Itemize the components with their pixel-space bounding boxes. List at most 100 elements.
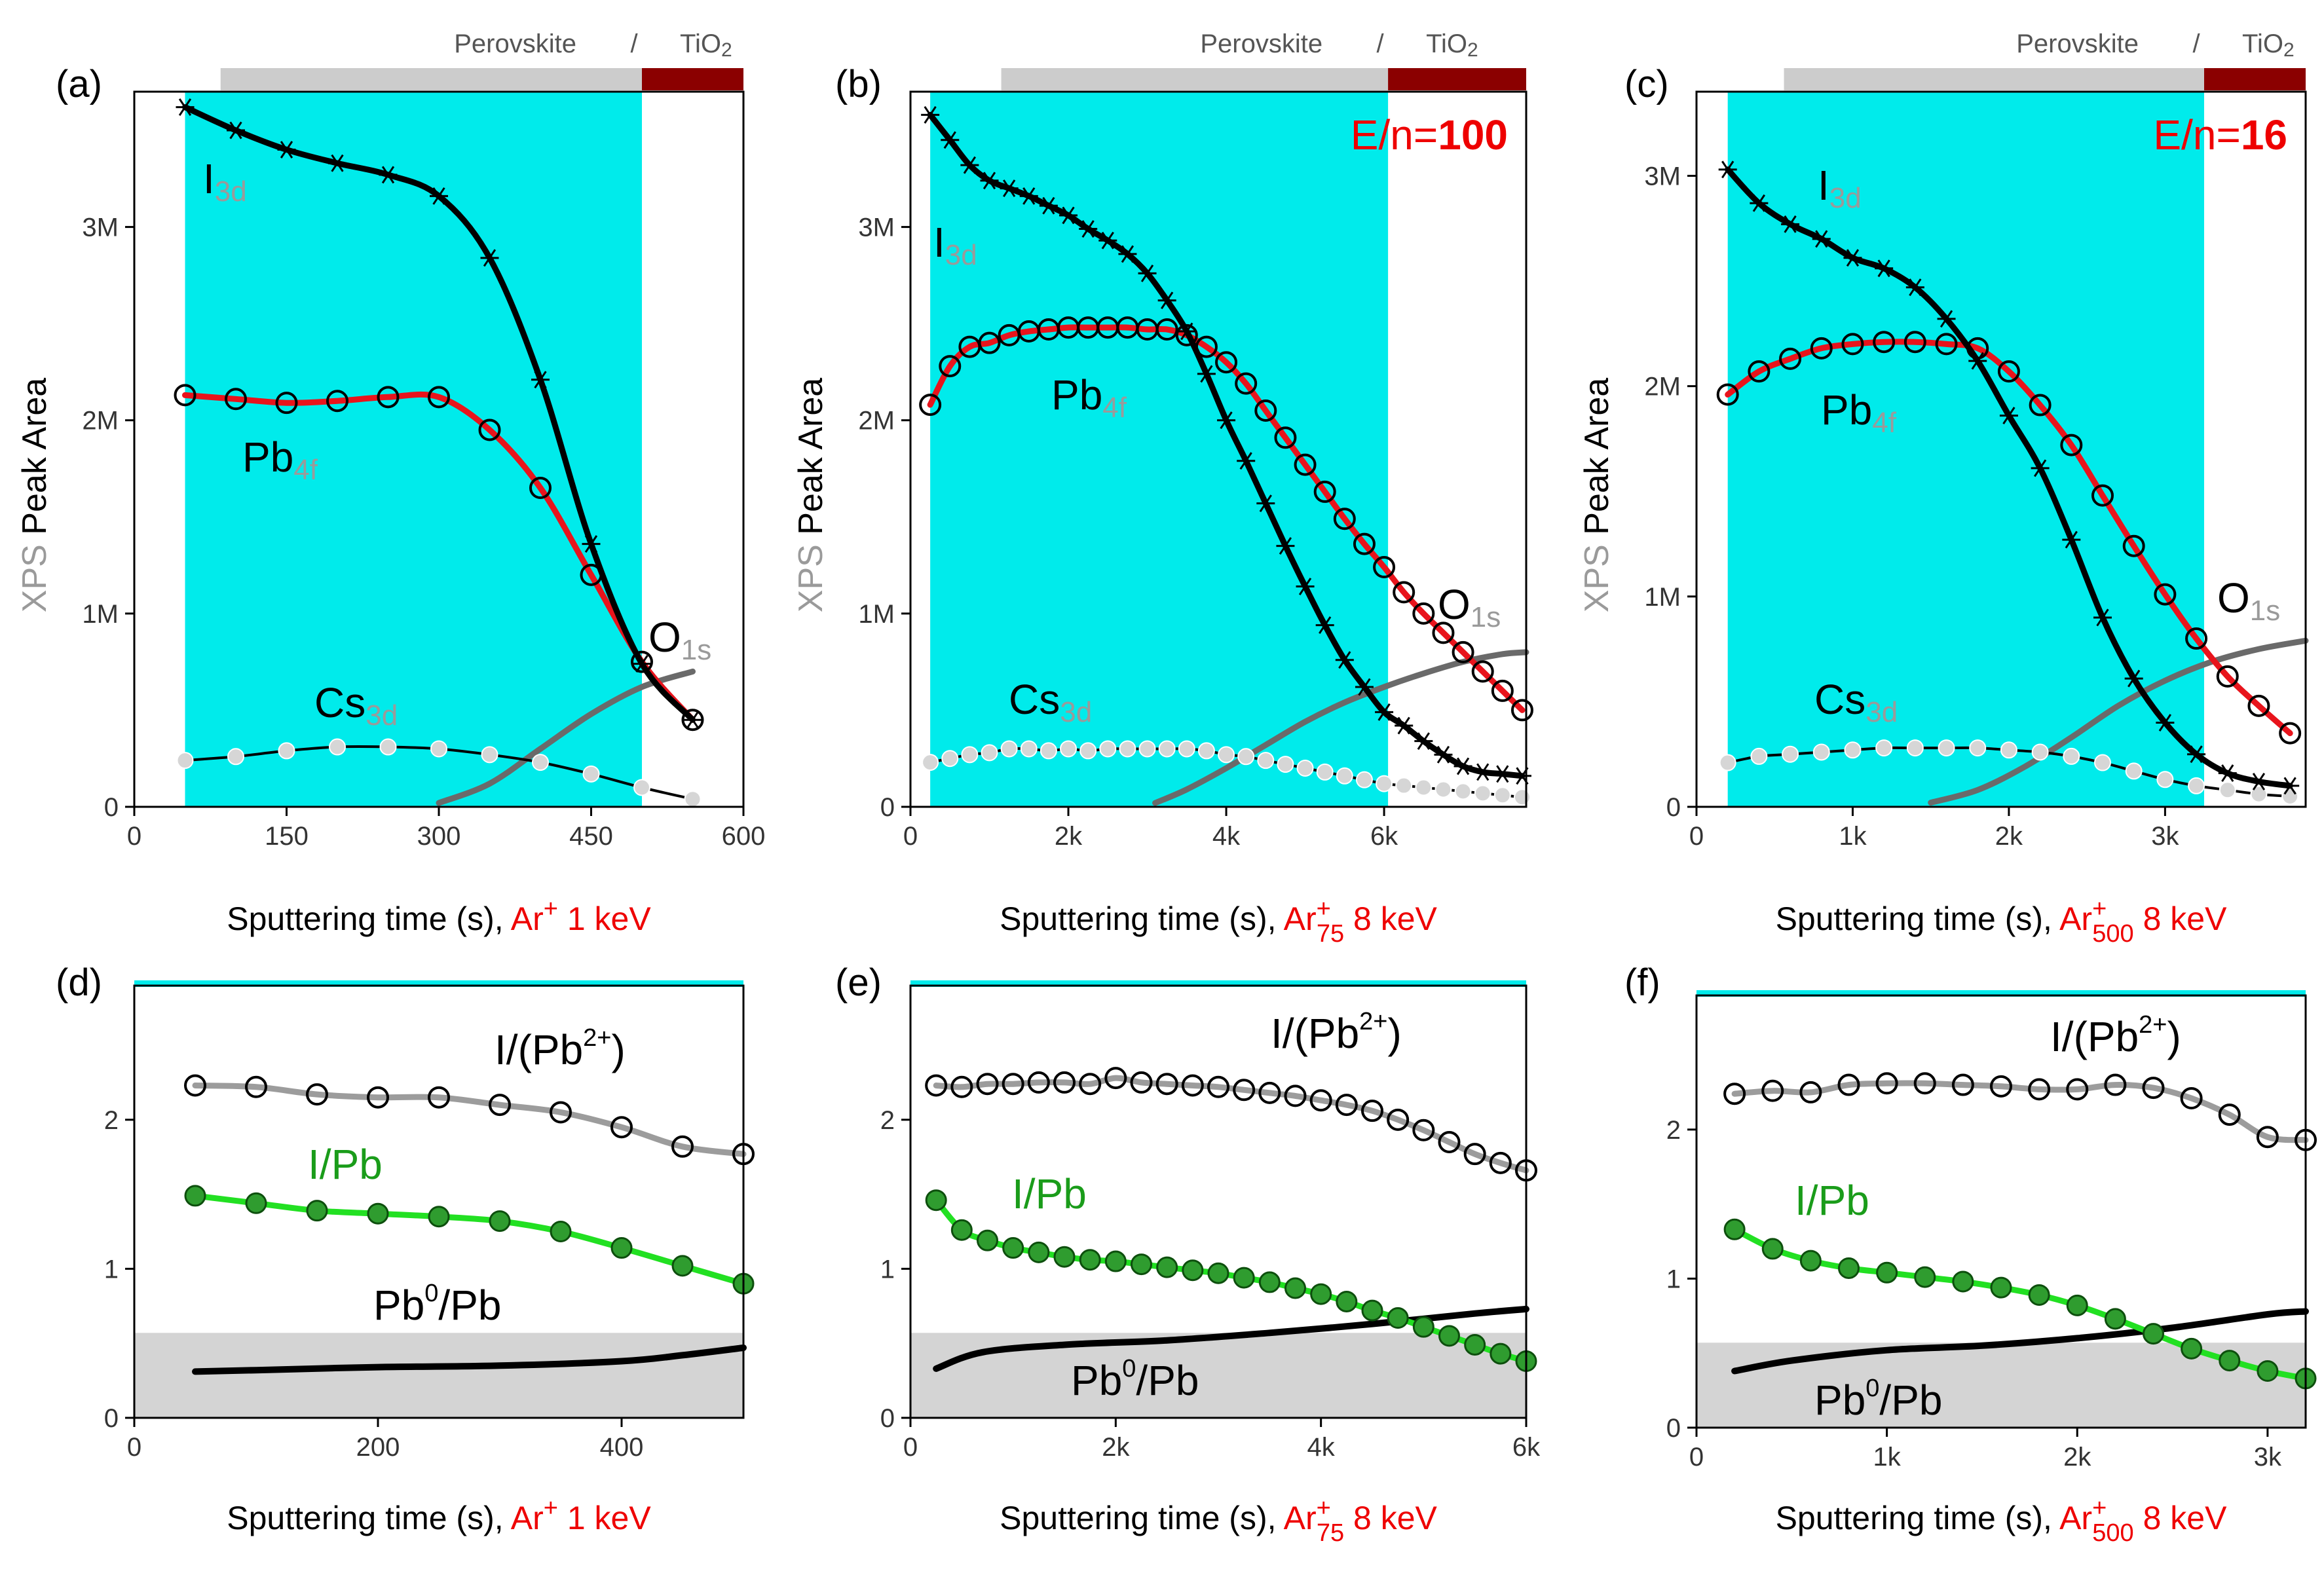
ratio-i-pb2-end: ) [611,1026,625,1073]
panel-label: (e) [835,961,882,1004]
x-tick-text: 450 [569,822,613,851]
data-point-i3d [1718,160,1737,179]
x-tick-text: 0 [127,822,141,851]
y-tick-text: 0 [1666,793,1681,822]
data-point-i-pb2 [1002,1073,1024,1096]
data-point-i-pb2 [1913,1072,1936,1095]
data-point-i-pb [2219,1350,2241,1372]
data-point-i-pb2 [1412,1119,1435,1141]
panel-label-text: (f) [1624,961,1660,1004]
data-point-cs3d [2125,762,2143,780]
data-point-i-pb2 [2256,1126,2279,1149]
data-point-i-pb [1028,1241,1050,1263]
ratio-i-pb2-label: I/(Pb2+) [2050,1011,2181,1060]
perovskite-label-text: Perovskite [454,29,576,58]
y-tick-label: 1M [1644,583,1681,612]
x-tick-label: 1k [1873,1443,1902,1472]
data-point-cs3d [1513,788,1531,806]
series-line-i-pb2 [192,1083,747,1157]
ratio-pb0-main: Pb [1071,1357,1122,1404]
y-tick-label: 3M [1644,162,1681,191]
perovskite-label: Perovskite [2016,29,2139,58]
data-point-i3d [480,249,499,267]
data-point-cs3d [1719,754,1736,771]
data-point-i-pb [1131,1253,1152,1276]
x-tick-label: 3k [2151,822,2179,851]
i3d-label-sub: 3d [945,239,977,271]
x-tick-text: 1k [1839,822,1867,851]
ratio-i-pb2-main: I/(Pb [2050,1013,2139,1060]
x-tick-text: 1k [1873,1443,1902,1472]
data-point-i-pb [1952,1270,1974,1293]
data-point-cs3d [2031,743,2049,761]
ion-energy: 8 keV [2134,1500,2227,1536]
y-tick-label: 1 [104,1255,119,1284]
data-point-i3d [1256,494,1275,513]
ratio-i-pb2-sup: 2+ [1359,1008,1387,1035]
plot-frame [133,984,745,1419]
data-point-i-pb2 [1309,1089,1332,1112]
x-axis-title: Sputtering time (s), Ar+ 75 8 keV [1000,895,1437,948]
data-point-i-pb [950,1219,973,1241]
ratio-pb0-main: Pb [373,1282,424,1329]
y-tick-text: 3M [858,213,895,242]
cs3d-label-main: Cs [1814,676,1865,723]
i3d-label-sub: 3d [215,176,247,208]
series-line-i-pb [192,1193,747,1287]
data-point-i-pb [977,1229,998,1251]
ion-charge: + [544,895,558,923]
data-point-pb4f [1412,602,1435,625]
data-point-i-pb2 [184,1074,206,1097]
data-point-pb4f [2122,534,2145,557]
i3d-label: I3d [933,219,977,271]
data-point-i3d [2249,773,2268,790]
data-point-cs3d [176,752,194,769]
data-point-i3d [2093,608,2112,627]
ion-species: Ar [1284,900,1317,937]
ion-charge: + [2092,1494,2107,1522]
i3d-label-sub: 3d [1829,182,1862,214]
data-point-i3d [2124,669,2143,688]
data-point-i-pb [2104,1308,2126,1330]
series-line-pb0-pb [933,1305,1529,1372]
y-axis-title: XPS Peak Area [1578,378,1616,613]
perovskite-label: Perovskite [454,29,576,58]
data-point-i3d [277,141,296,158]
y-axis-title: XPS Peak Area [792,378,830,613]
data-point-pb4f [2185,627,2208,650]
data-point-i-pb2 [1799,1081,1822,1103]
i3d-label-main: I [1818,162,1829,209]
x-axis-title-prefix: Sputtering time (s), [227,900,511,937]
y-tick-label: 0 [1666,1414,1681,1443]
data-point-i-pb [2066,1294,2088,1316]
data-point-cs3d [379,738,397,756]
tio2-label-sub: 2 [2283,39,2295,61]
tio2-label-main: TiO [680,29,721,58]
series-line-i-pb2 [933,1075,1529,1174]
pb4f-label-main: Pb [1051,371,1102,418]
data-point-i3d [1843,249,1862,267]
ratio-i-pb-label: I/Pb [1795,1177,1869,1224]
data-point-pb4f [1155,318,1178,341]
ratio-pb0-label: Pb0/Pb [373,1280,501,1329]
panel-b: Perovskite / TiO2 0 2k 4k 6k 0 1M 2M 3M (b) Sputteri… [792,29,1533,948]
data-point-i-pb2 [1438,1130,1461,1153]
cs3d-label-sub: 3d [1060,696,1092,728]
x-tick-label: 400 [600,1433,644,1462]
data-point-pb4f [919,394,942,417]
x-axis-title: Sputtering time (s), Ar+ 1 keV [227,1494,651,1536]
y-axis-title-prefix: XPS [792,544,830,612]
i3d-label-main: I [933,219,945,266]
x-axis-title: Sputtering time (s), Ar+ 75 8 keV [1000,1494,1437,1547]
data-point-i-pb2 [1387,1108,1410,1131]
data-point-i-pb [1876,1261,1898,1284]
data-point-i-pb2 [1233,1079,1256,1102]
data-point-i3d [1905,278,1924,297]
data-point-i-pb2 [306,1083,328,1106]
x-tick-label: 2k [2063,1443,2091,1472]
data-point-i3d [1157,291,1176,310]
data-point-pb4f [1997,360,2020,383]
x-axis-title-prefix: Sputtering time (s), [227,1500,511,1536]
x-tick-text: 0 [1689,1443,1704,1472]
data-point-cs3d [1099,740,1117,758]
